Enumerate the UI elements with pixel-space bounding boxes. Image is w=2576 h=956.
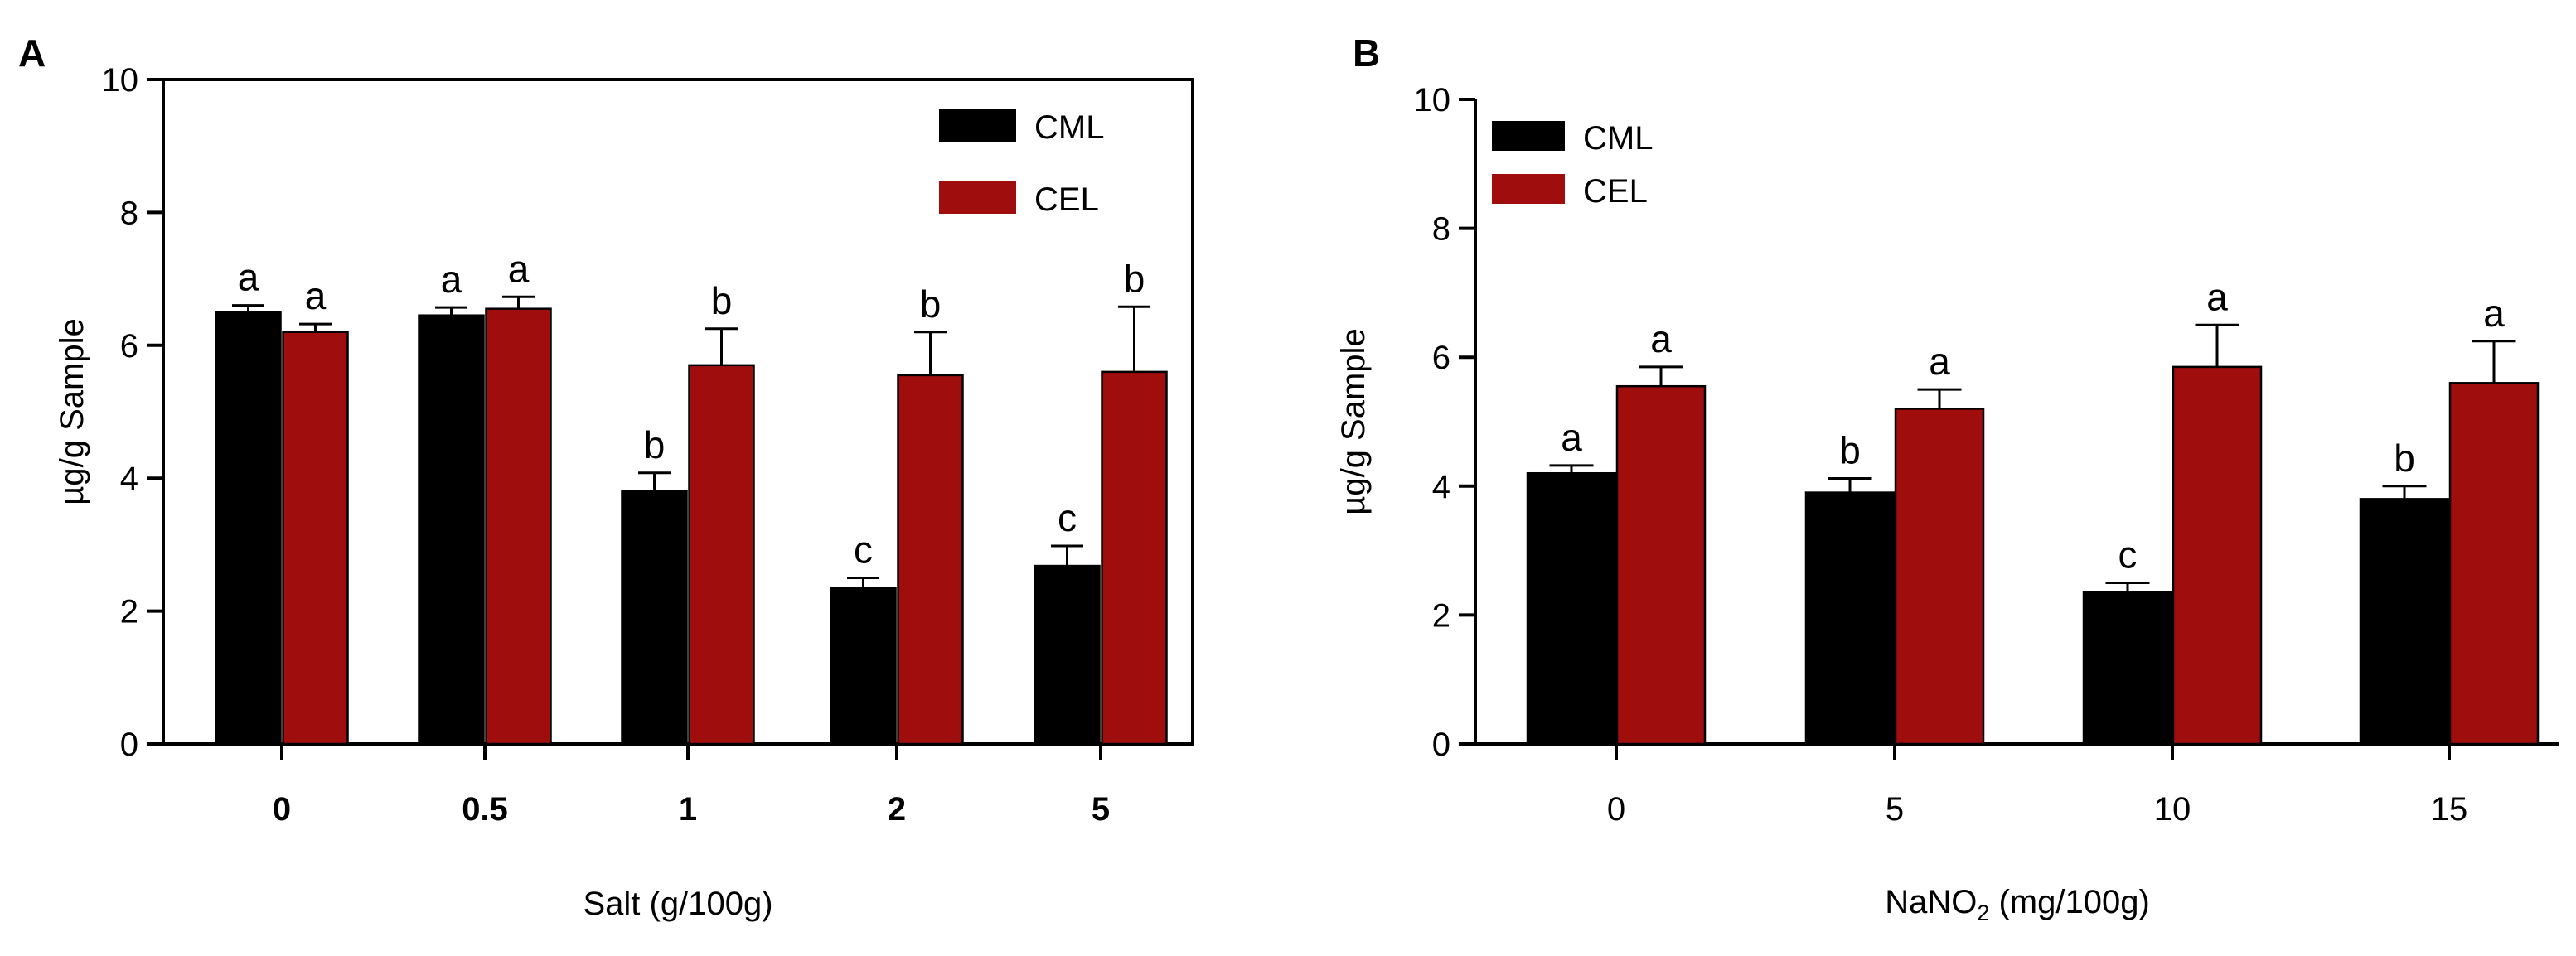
panel-a-y-label: µg/g Sample: [54, 318, 90, 505]
significance-letter: c: [1058, 496, 1077, 539]
x-tick-label: 2: [888, 791, 906, 828]
cel-bar: [897, 374, 964, 746]
cml-bar: [2082, 591, 2173, 746]
x-tick-label: 0: [1607, 791, 1625, 828]
y-tick-label: 10: [102, 62, 139, 99]
cml-bar: [621, 490, 688, 746]
x-tick-label: 10: [2154, 791, 2191, 828]
legend-b-cml-swatch: [1492, 121, 1565, 151]
y-tick-label: 0: [1432, 727, 1450, 763]
panel-a-bars: a a b c c a a b b b: [215, 247, 1168, 746]
panel-a: A 0 2 4 6 8 10 a a b c c a a b b b 0 0.5 1 2 5 µg/g Sample…: [18, 31, 1194, 922]
x-tick-label: 5: [1092, 791, 1110, 828]
significance-letter: a: [508, 247, 530, 290]
significance-letter: b: [1124, 257, 1145, 300]
panel-a-x-label: Salt (g/100g): [583, 886, 772, 922]
legend-a-cml-swatch: [939, 109, 1016, 142]
cel-bar: [688, 364, 755, 746]
cml-bar: [215, 311, 282, 746]
cel-bar: [485, 307, 552, 746]
x-tick-label: 15: [2431, 791, 2468, 828]
x-tick-label: 5: [1886, 791, 1904, 828]
panel-b-y-label: µg/g Sample: [1335, 328, 1372, 514]
cml-bar: [830, 587, 897, 746]
significance-letter: b: [1839, 428, 1861, 471]
panel-a-legend: CML CEL: [939, 109, 1104, 218]
cel-bar: [2448, 382, 2540, 746]
significance-letter: b: [711, 279, 733, 322]
cml-bar: [2359, 498, 2450, 746]
y-tick-label: 6: [120, 328, 138, 365]
y-tick-label: 10: [1414, 82, 1451, 118]
significance-letter: a: [1929, 340, 1950, 383]
panel-a-x-axis: 0 0.5 1 2 5: [273, 744, 1110, 828]
significance-letter: b: [920, 282, 942, 326]
panel-b: B 0 2 4 6 8 10 a b c b a a a a 0 5 10 15 µg/g Sample Na…: [1335, 31, 2559, 925]
panel-b-x-label-units: (mg/100g): [1989, 884, 2149, 920]
cel-bar: [282, 331, 349, 746]
cel-bar: [2172, 365, 2263, 746]
significance-letter: a: [2206, 275, 2228, 318]
y-tick-label: 2: [120, 594, 138, 630]
cml-bar: [1034, 564, 1101, 746]
legend-b-cel-swatch: [1492, 174, 1565, 204]
significance-letter: c: [2118, 534, 2138, 577]
legend-b-cml-label: CML: [1583, 120, 1653, 157]
panel-b-x-label-subscript: 2: [1977, 900, 1989, 925]
panel-b-x-label: NaNO2 (mg/100g): [1885, 884, 2150, 925]
significance-letter: a: [238, 256, 259, 299]
y-tick-label: 0: [120, 727, 138, 763]
panel-b-x-label-main: NaNO: [1885, 884, 1977, 920]
y-tick-label: 4: [120, 461, 138, 497]
cml-bar: [1804, 491, 1896, 746]
legend-a-cel-swatch: [939, 181, 1016, 214]
x-tick-label: 0: [273, 791, 291, 828]
y-tick-label: 8: [120, 195, 138, 231]
x-tick-label: 0.5: [462, 791, 508, 828]
panel-b-x-axis: 0 5 10 15: [1607, 744, 2467, 828]
significance-letter: c: [854, 529, 873, 572]
panel-a-letter: A: [18, 31, 46, 75]
significance-letter: a: [441, 258, 462, 301]
significance-letter: b: [644, 423, 666, 466]
significance-letter: a: [1561, 416, 1582, 459]
legend-a-cml-label: CML: [1034, 109, 1104, 146]
x-tick-label: 1: [679, 791, 697, 828]
cml-bar: [418, 314, 485, 746]
y-tick-label: 2: [1432, 597, 1450, 634]
panel-b-legend: CML CEL: [1492, 120, 1653, 210]
legend-b-cel-label: CEL: [1583, 173, 1648, 210]
significance-letter: a: [2483, 292, 2505, 335]
panel-b-letter: B: [1353, 31, 1380, 75]
significance-letter: b: [2394, 437, 2415, 480]
y-tick-label: 8: [1432, 211, 1450, 248]
cel-bar: [1615, 384, 1707, 746]
significance-letter: a: [305, 274, 327, 317]
y-tick-label: 4: [1432, 469, 1450, 505]
cel-bar: [1101, 370, 1168, 746]
panel-a-y-axis: 0 2 4 6 8 10: [102, 62, 163, 763]
cel-bar: [1894, 408, 1985, 746]
panel-b-bars: a b c b a a a a: [1526, 275, 2540, 746]
legend-a-cel-label: CEL: [1034, 181, 1099, 218]
significance-letter: a: [1650, 317, 1672, 360]
cml-bar: [1526, 471, 1617, 746]
panel-b-y-axis: 0 2 4 6 8 10: [1414, 82, 1475, 763]
y-tick-label: 6: [1432, 340, 1450, 376]
